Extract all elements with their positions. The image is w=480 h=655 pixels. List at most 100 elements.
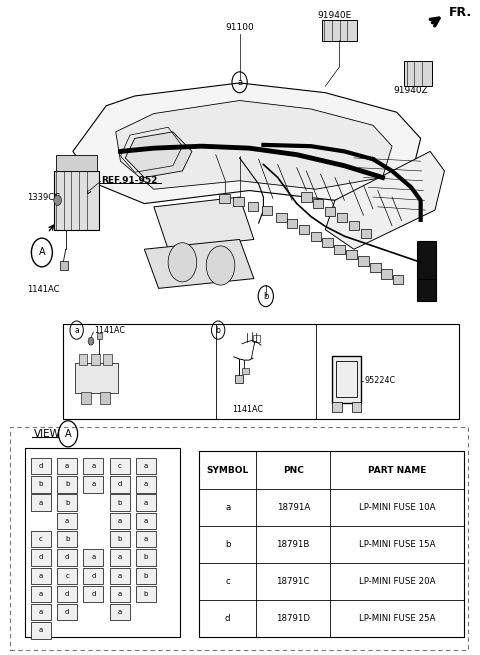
Bar xyxy=(31,531,51,548)
Bar xyxy=(56,155,96,171)
Bar xyxy=(346,250,357,259)
Text: b: b xyxy=(65,500,69,506)
Bar xyxy=(25,448,180,637)
Text: a: a xyxy=(65,518,69,524)
Bar xyxy=(57,550,77,565)
Bar xyxy=(100,392,110,404)
Bar xyxy=(79,354,87,365)
Bar xyxy=(370,263,381,272)
Circle shape xyxy=(54,195,61,206)
Text: a: a xyxy=(39,500,43,506)
Bar xyxy=(31,604,51,620)
Bar xyxy=(322,20,357,41)
Bar xyxy=(109,550,130,565)
Text: a: a xyxy=(225,502,230,512)
Text: a: a xyxy=(144,536,148,542)
Polygon shape xyxy=(325,151,444,250)
Bar xyxy=(235,375,243,383)
Bar xyxy=(57,476,77,493)
Bar xyxy=(60,261,68,270)
Text: d: d xyxy=(39,554,43,561)
Text: SYMBOL: SYMBOL xyxy=(206,466,249,474)
Text: d: d xyxy=(65,591,69,597)
Bar xyxy=(336,362,357,398)
Text: 1141AC: 1141AC xyxy=(232,405,264,413)
Bar xyxy=(393,275,403,284)
Bar xyxy=(313,199,324,208)
Text: d: d xyxy=(39,463,43,469)
Polygon shape xyxy=(144,240,254,288)
Text: b: b xyxy=(117,500,122,506)
Text: PNC: PNC xyxy=(283,466,304,474)
Bar xyxy=(335,245,345,253)
Bar xyxy=(57,495,77,511)
Bar xyxy=(136,476,156,493)
Text: a: a xyxy=(144,518,148,524)
Bar xyxy=(136,458,156,474)
Circle shape xyxy=(206,246,235,285)
Text: VIEW: VIEW xyxy=(34,429,60,439)
Bar xyxy=(54,171,99,230)
Bar xyxy=(31,622,51,639)
Text: 91940E: 91940E xyxy=(318,11,352,20)
Text: c: c xyxy=(118,463,121,469)
Text: a: a xyxy=(74,326,79,335)
Bar xyxy=(323,238,333,248)
Bar xyxy=(82,392,91,404)
Bar xyxy=(404,62,432,86)
Text: a: a xyxy=(39,627,43,633)
Text: d: d xyxy=(91,591,96,597)
Bar xyxy=(358,256,369,265)
Bar xyxy=(253,335,260,342)
Text: 1141AC: 1141AC xyxy=(27,285,60,294)
Circle shape xyxy=(168,243,197,282)
Text: A: A xyxy=(65,429,72,439)
Bar xyxy=(109,531,130,548)
Bar xyxy=(84,586,103,602)
Text: a: a xyxy=(118,609,121,615)
Bar xyxy=(352,402,361,412)
Text: c: c xyxy=(39,536,43,542)
Text: 18791A: 18791A xyxy=(276,502,310,512)
Text: 95224C: 95224C xyxy=(364,377,396,386)
Bar xyxy=(84,476,103,493)
Text: a: a xyxy=(144,500,148,506)
Bar xyxy=(136,550,156,565)
Text: LP-MINI FUSE 10A: LP-MINI FUSE 10A xyxy=(359,502,435,512)
Bar xyxy=(109,495,130,511)
Bar xyxy=(136,531,156,548)
Bar xyxy=(63,324,459,419)
Text: 18791C: 18791C xyxy=(276,577,310,586)
Text: b: b xyxy=(39,481,43,487)
Bar xyxy=(109,513,130,529)
Text: d: d xyxy=(65,554,69,561)
Text: PART NAME: PART NAME xyxy=(368,466,426,474)
Polygon shape xyxy=(154,197,254,250)
Bar xyxy=(136,567,156,584)
Text: a: a xyxy=(118,554,121,561)
Bar xyxy=(233,197,244,206)
Text: 1339CC: 1339CC xyxy=(27,193,60,202)
Bar xyxy=(57,531,77,548)
Bar xyxy=(84,550,103,565)
Bar xyxy=(109,586,130,602)
Polygon shape xyxy=(116,100,392,189)
Bar xyxy=(109,458,130,474)
Text: a: a xyxy=(65,463,69,469)
Text: a: a xyxy=(237,78,242,86)
Bar xyxy=(109,476,130,493)
Bar xyxy=(337,214,347,223)
Text: a: a xyxy=(118,591,121,597)
Text: b: b xyxy=(263,291,268,301)
Bar xyxy=(417,278,436,301)
Text: a: a xyxy=(144,481,148,487)
Bar xyxy=(301,193,312,202)
Text: a: a xyxy=(39,572,43,578)
Bar xyxy=(84,458,103,474)
Polygon shape xyxy=(125,132,192,178)
Bar xyxy=(31,458,51,474)
Text: a: a xyxy=(39,591,43,597)
Text: LP-MINI FUSE 15A: LP-MINI FUSE 15A xyxy=(359,540,435,549)
Text: d: d xyxy=(65,609,69,615)
Text: LP-MINI FUSE 25A: LP-MINI FUSE 25A xyxy=(359,614,435,623)
